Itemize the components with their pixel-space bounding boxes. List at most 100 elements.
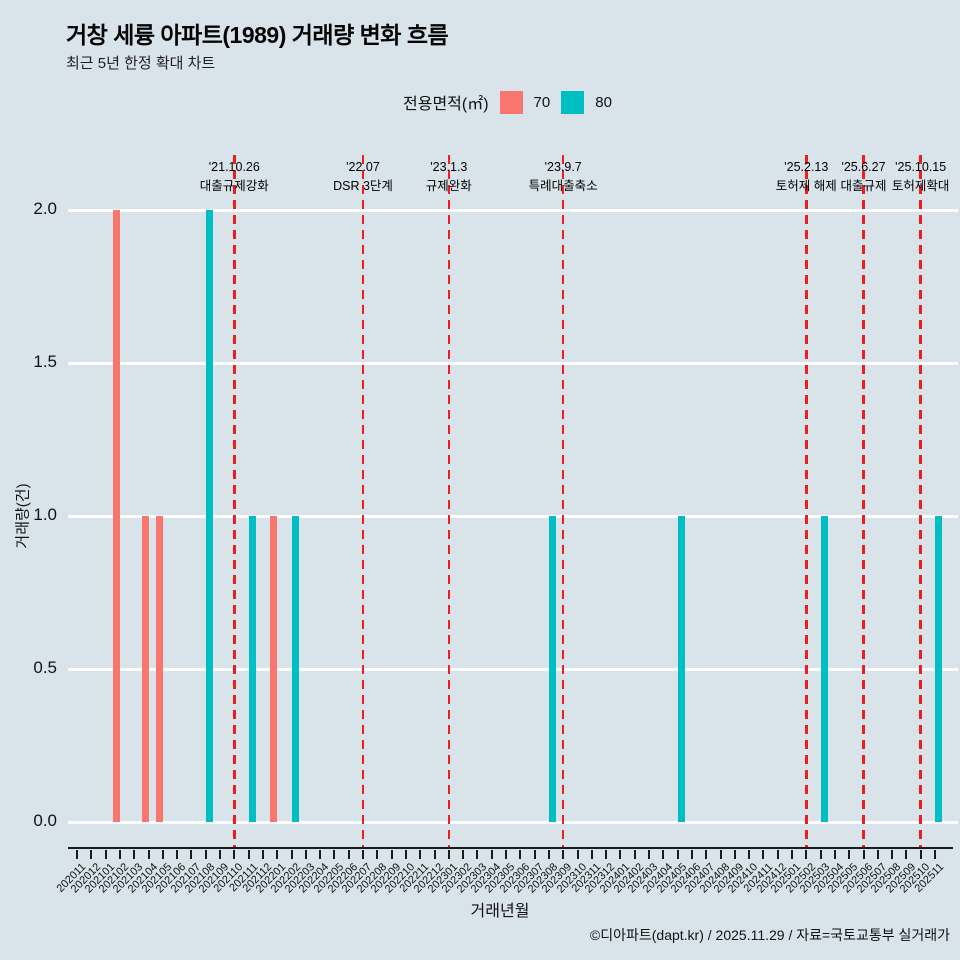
page-subtitle: 최근 5년 한정 확대 차트 <box>66 55 216 72</box>
x-tick-202301 <box>447 850 450 859</box>
legend-swatch-70 <box>499 90 523 114</box>
annotation-label: 규제완화 <box>425 179 472 194</box>
legend-title: 전용면적(㎡) <box>403 96 489 113</box>
x-tick-202510 <box>919 850 922 859</box>
annotation-date: '25.10.15 <box>895 160 947 174</box>
legend-label-80: 80 <box>595 93 612 111</box>
bar-80-202108 <box>205 210 213 822</box>
x-tick-202308 <box>547 850 550 859</box>
x-tick-202207 <box>362 850 364 859</box>
annotation-202506: '25.6.27 대출규제 <box>840 158 886 197</box>
x-tick-202311 <box>590 850 593 859</box>
x-tick-202407 <box>705 850 708 859</box>
x-tick-202212 <box>433 850 436 859</box>
gridline-2.0 <box>68 208 958 212</box>
x-tick-202104 <box>147 850 150 859</box>
x-tick-202201 <box>276 850 279 859</box>
gridline-1.0 <box>68 514 958 518</box>
x-tick-202304 <box>490 850 493 859</box>
x-tick-202105 <box>161 850 164 859</box>
x-tick-202106 <box>176 850 179 859</box>
x-tick-202511 <box>934 850 936 859</box>
bar-70-202105 <box>155 516 163 822</box>
x-tick-202502 <box>805 850 808 859</box>
bar-80-202202 <box>291 516 299 822</box>
x-tick-202202 <box>290 850 293 859</box>
x-axis-title: 거래년월 <box>470 903 530 920</box>
x-tick-202101 <box>104 850 107 859</box>
x-tick-202211 <box>419 850 422 859</box>
x-tick-202412 <box>776 850 779 859</box>
x-tick-202102 <box>118 850 121 859</box>
y-tick-label: 1.0 <box>33 505 57 524</box>
x-tick-202208 <box>376 850 379 859</box>
x-tick-202404 <box>662 850 665 859</box>
x-axis-line <box>68 847 953 849</box>
bar-70-202201 <box>270 516 278 822</box>
x-tick-202209 <box>390 850 393 859</box>
annotation-label: 토허제 해제 <box>775 179 837 194</box>
x-tick-202504 <box>833 850 836 859</box>
bar-70-202102 <box>112 210 120 822</box>
annotation-date: '22.07 <box>346 160 380 174</box>
y-tick-label: 1.5 <box>33 352 57 371</box>
bar-70-202104 <box>141 516 149 822</box>
y-axis-title: 거래량(건) <box>14 483 32 549</box>
x-tick-202310 <box>576 850 579 859</box>
event-line-202510 <box>919 155 922 848</box>
x-tick-202203 <box>304 850 307 859</box>
x-tick-202309 <box>562 850 565 859</box>
x-tick-202109 <box>219 850 221 859</box>
annotation-date: '25.2.13 <box>784 160 829 174</box>
x-tick-202410 <box>748 850 751 859</box>
event-line-202506 <box>862 155 865 848</box>
annotation-label: 대출규제강화 <box>199 179 269 194</box>
bar-80-202503 <box>820 516 828 822</box>
annotation-202309: '23.9.7 특례대출축소 <box>529 158 598 197</box>
page-title: 거창 세륭 아파트(1989) 거래량 변화 흐름 <box>66 22 449 48</box>
x-tick-202411 <box>762 850 765 859</box>
bar-80-202308 <box>548 516 556 822</box>
event-line-202301 <box>447 155 451 848</box>
x-tick-202206 <box>347 850 350 859</box>
annotation-date: '25.6.27 <box>841 160 886 174</box>
x-tick-202303 <box>476 850 479 859</box>
x-tick-202405 <box>676 850 679 859</box>
x-tick-202408 <box>719 850 722 859</box>
event-line-202207 <box>361 155 365 848</box>
y-tick-label: 0.0 <box>33 811 57 830</box>
x-tick-202112 <box>261 850 264 859</box>
annotation-202110: '21.10.26 대출규제강화 <box>200 158 269 197</box>
annotation-date: '21.10.26 <box>208 160 260 174</box>
bar-80-202405 <box>677 516 685 822</box>
annotation-202207: '22.07 DSR 3단계 <box>333 158 393 197</box>
gridline-0.5 <box>68 667 958 671</box>
bar-80-202111 <box>248 516 256 822</box>
event-line-202110 <box>233 155 236 848</box>
annotation-202301: '23.1.3 규제완화 <box>426 158 472 197</box>
x-tick-202306 <box>519 850 522 859</box>
x-tick-202107 <box>190 850 193 859</box>
x-tick-202305 <box>505 850 507 859</box>
x-tick-202108 <box>204 850 207 859</box>
annotation-label: 토허제확대 <box>891 179 950 194</box>
event-line-202309 <box>561 155 565 848</box>
gridline-1.5 <box>68 361 958 365</box>
x-tick-202506 <box>862 850 865 859</box>
y-tick-label: 2.0 <box>33 199 57 218</box>
x-tick-202204 <box>319 850 322 859</box>
x-tick-202509 <box>905 850 908 859</box>
x-tick-202508 <box>891 850 894 859</box>
annotation-label: DSR 3단계 <box>333 179 393 194</box>
x-tick-202503 <box>819 850 822 859</box>
x-tick-202406 <box>690 850 693 859</box>
annotation-202502: '25.2.13 토허제 해제 <box>776 158 837 197</box>
bar-80-202511 <box>935 516 942 822</box>
annotation-date: '23.1.3 <box>430 160 468 174</box>
x-tick-202505 <box>848 850 851 859</box>
x-tick-202210 <box>404 850 407 859</box>
x-tick-202403 <box>648 850 650 859</box>
annotation-label: 대출규제 <box>840 179 887 194</box>
x-tick-202110 <box>233 850 236 859</box>
